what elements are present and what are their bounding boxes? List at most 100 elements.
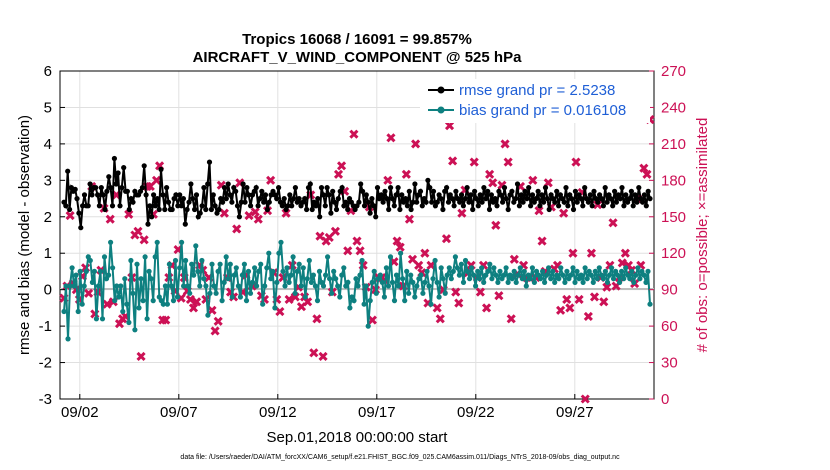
rmse-point	[580, 203, 586, 209]
marker-stroke	[136, 351, 146, 362]
rmse-point	[602, 185, 608, 191]
rmse-point	[518, 192, 524, 198]
bias-point	[643, 279, 649, 285]
bias-point	[568, 272, 574, 278]
rmse-point	[516, 203, 523, 209]
bias-point	[63, 283, 69, 289]
rmse-point	[199, 203, 205, 209]
bias-point	[596, 265, 602, 271]
rmse-point	[266, 199, 272, 205]
assimilated-obs-marker	[528, 175, 538, 185]
bias-point	[629, 268, 635, 274]
rmse-point	[402, 196, 409, 202]
bias-point	[357, 272, 363, 278]
bias-point	[71, 283, 77, 289]
assimilated-obs-marker	[185, 294, 195, 304]
rmse-point	[361, 203, 368, 209]
marker-stroke	[290, 292, 300, 302]
assimilated-obs-marker	[213, 316, 223, 326]
bias-point	[191, 272, 197, 278]
marker-stroke	[151, 175, 162, 185]
assimilated-obs-marker	[84, 288, 94, 298]
assimilated-obs-marker	[565, 303, 575, 313]
rmse-point	[552, 199, 558, 205]
bias-point	[300, 265, 306, 271]
bias-point	[81, 283, 87, 289]
rmse-point	[582, 185, 588, 191]
rmse-point	[453, 188, 459, 194]
bias-point	[446, 265, 452, 271]
rmse-point	[208, 206, 214, 213]
marker-stroke	[435, 314, 445, 324]
rmse-point	[227, 192, 233, 198]
bias-point	[584, 276, 590, 282]
rmse-point	[554, 188, 560, 194]
rmse-point	[100, 192, 106, 198]
bias-point	[205, 312, 211, 318]
assimilated-obs-marker	[207, 305, 217, 315]
rmse-point	[141, 163, 147, 169]
rmse-point	[430, 188, 437, 194]
bias-point	[420, 290, 426, 296]
bias-point	[335, 283, 341, 289]
assimilated-obs-marker	[602, 282, 612, 292]
rmse-point	[595, 199, 601, 205]
rmse-point	[117, 203, 123, 209]
assimilated-obs-marker	[432, 303, 442, 313]
bias-point	[432, 257, 438, 264]
bias-point	[177, 265, 183, 271]
bias-point	[126, 319, 132, 326]
bias-point	[393, 272, 400, 278]
marker-stroke	[534, 206, 544, 216]
rmse-point	[477, 192, 483, 198]
rmse-point	[169, 206, 175, 213]
bias-point	[233, 265, 239, 271]
rmse-point	[184, 206, 190, 213]
rmse-point	[408, 206, 414, 213]
marker-stroke	[562, 294, 572, 304]
x-tick-label: 09/22	[457, 404, 495, 421]
bias-point	[166, 261, 172, 267]
rmse-point	[610, 203, 616, 209]
bias-point	[511, 268, 517, 274]
bias-point	[621, 276, 627, 282]
bias-point	[235, 283, 241, 289]
rmse-point	[643, 203, 649, 209]
bias-point	[428, 301, 434, 307]
bias-point	[304, 276, 310, 282]
left-tick-label: -3	[39, 391, 52, 408]
rmse-point	[468, 192, 474, 198]
bias-point	[215, 268, 221, 274]
rmse-point	[143, 192, 149, 198]
bias-point	[438, 265, 444, 271]
marker-stroke	[528, 175, 538, 185]
bias-point	[454, 265, 460, 271]
marker-stroke	[617, 258, 627, 268]
rmse-point	[501, 185, 508, 191]
rmse-point	[78, 225, 84, 231]
bias-point	[207, 290, 213, 296]
rmse-point	[296, 196, 302, 202]
bias-point	[493, 272, 499, 278]
marker-stroke	[441, 234, 452, 244]
rmse-point	[322, 203, 328, 209]
left-axis-label: rmse and bias (model - observation)	[16, 115, 33, 355]
assimilated-obs-marker	[620, 248, 630, 258]
bias-point	[485, 268, 491, 274]
bias-point	[138, 276, 144, 282]
rmse-point	[63, 203, 69, 209]
bias-point	[325, 254, 331, 260]
rmse-point	[210, 192, 216, 198]
right-axis-label: # of obs: o=possible; ×=assimilated	[694, 118, 711, 353]
rmse-point	[74, 196, 80, 202]
bias-point	[172, 257, 179, 264]
rmse-point	[414, 199, 420, 205]
rmse-point	[591, 188, 597, 194]
bias-point	[278, 239, 284, 245]
bias-point	[152, 254, 158, 260]
rmse-point	[356, 199, 362, 205]
marker-stroke	[355, 246, 365, 256]
bias-point	[140, 298, 146, 304]
rmse-point	[572, 188, 579, 194]
